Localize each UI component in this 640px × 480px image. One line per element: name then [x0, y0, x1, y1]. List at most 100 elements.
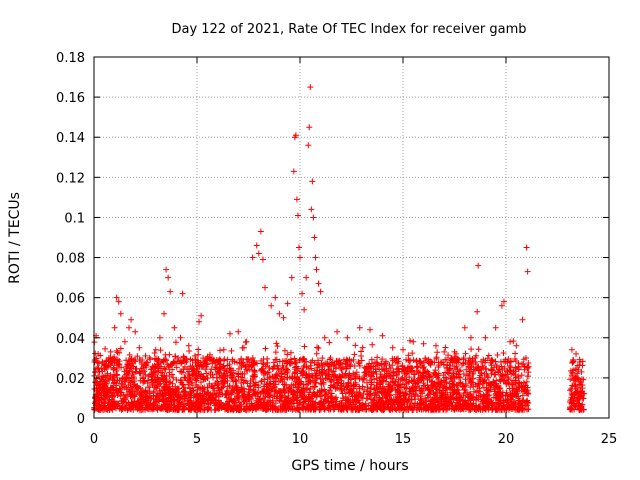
data-point-marker [400, 346, 406, 353]
band-point-marker [108, 359, 115, 366]
band-point-marker [500, 358, 507, 365]
band-point-marker [346, 372, 353, 379]
band-point-marker [193, 398, 200, 405]
band-point-marker [142, 388, 149, 395]
band-point-marker [261, 397, 268, 404]
band-point-marker [409, 350, 416, 357]
band-point-marker [446, 380, 453, 387]
band-point-marker [109, 376, 116, 383]
band-point-marker [250, 387, 257, 394]
band-point-marker [119, 381, 126, 388]
band-point-marker [407, 337, 414, 344]
band-point-marker [307, 401, 314, 408]
band-point-marker [488, 356, 495, 363]
band-point-marker [445, 370, 452, 377]
band-point-marker [523, 398, 530, 405]
band-point-marker [428, 401, 435, 408]
band-point-marker [173, 389, 180, 396]
band-point-marker [466, 377, 473, 384]
band-point-marker [322, 370, 329, 377]
band-point-marker [456, 403, 463, 410]
band-point-marker [262, 345, 269, 352]
data-point-marker [111, 324, 118, 331]
band-point-marker [453, 370, 460, 377]
data-point-marker [488, 370, 495, 377]
band-point-marker [450, 382, 457, 388]
data-point-marker [136, 344, 143, 351]
band-point-marker [401, 405, 408, 412]
data-point-marker [432, 342, 439, 349]
band-point-marker [156, 398, 163, 405]
data-point-marker [579, 394, 586, 401]
band-point-marker [344, 382, 351, 389]
band-point-marker [177, 368, 184, 375]
band-point-marker [139, 406, 146, 413]
band-point-marker [246, 383, 253, 390]
data-point-marker [367, 326, 374, 333]
band-point-marker [525, 390, 532, 397]
band-point-marker [462, 376, 469, 383]
band-point-marker [485, 386, 492, 393]
band-point-marker [269, 397, 276, 404]
band-point-marker [433, 354, 440, 361]
band-point-marker [272, 372, 279, 379]
data-point-marker [575, 384, 582, 391]
data-point-marker [303, 274, 310, 281]
data-point-marker [309, 178, 316, 185]
band-point-marker [371, 376, 378, 383]
y-tick-label: 0.08 [56, 252, 85, 267]
band-point-marker [105, 404, 112, 411]
band-point-marker [281, 400, 288, 407]
band-point-marker [267, 380, 274, 387]
band-point-marker [460, 370, 467, 377]
band-point-marker [377, 380, 384, 387]
data-point-marker [259, 256, 266, 263]
band-point-marker [130, 400, 137, 407]
band-point-marker [415, 375, 422, 382]
band-point-marker [303, 371, 310, 378]
band-point-marker [336, 357, 343, 364]
data-point-marker [410, 338, 417, 345]
band-point-marker [181, 374, 188, 381]
band-point-marker [469, 379, 476, 386]
band-point-marker [473, 352, 480, 359]
data-point-marker [317, 288, 324, 295]
band-point-marker [417, 358, 424, 365]
band-point-marker [273, 340, 280, 347]
band-point-marker [239, 344, 246, 351]
band-point-marker [110, 380, 117, 387]
band-point-marker [235, 406, 242, 413]
band-point-marker [122, 395, 129, 402]
band-point-marker [183, 355, 190, 362]
band-point-marker [246, 394, 253, 401]
band-point-marker [493, 364, 500, 371]
band-point-marker [171, 402, 178, 409]
band-point-marker [197, 406, 204, 413]
band-point-marker [106, 377, 113, 384]
data-point-marker [418, 386, 425, 393]
band-point-marker [381, 389, 388, 396]
band-point-marker [287, 349, 294, 356]
band-point-marker [191, 372, 198, 379]
band-point-marker [102, 345, 109, 352]
band-point-marker [379, 383, 386, 390]
data-point-marker [482, 334, 489, 341]
band-point-marker [496, 400, 503, 407]
band-point-marker [396, 390, 403, 397]
data-point-marker [577, 358, 584, 365]
band-point-marker [249, 355, 256, 362]
band-point-marker [265, 389, 272, 396]
band-point-marker [210, 357, 217, 364]
band-point-marker [129, 385, 136, 392]
band-point-marker [192, 406, 199, 413]
band-point-marker [180, 353, 187, 360]
band-point-marker [254, 360, 261, 367]
band-point-marker [124, 363, 131, 370]
band-point-marker [204, 384, 211, 391]
data-point-marker [467, 334, 474, 341]
band-point-marker [264, 376, 271, 383]
data-point-marker [292, 132, 299, 139]
band-point-marker [405, 357, 412, 364]
band-point-marker [412, 391, 419, 398]
band-point-marker [213, 390, 220, 397]
